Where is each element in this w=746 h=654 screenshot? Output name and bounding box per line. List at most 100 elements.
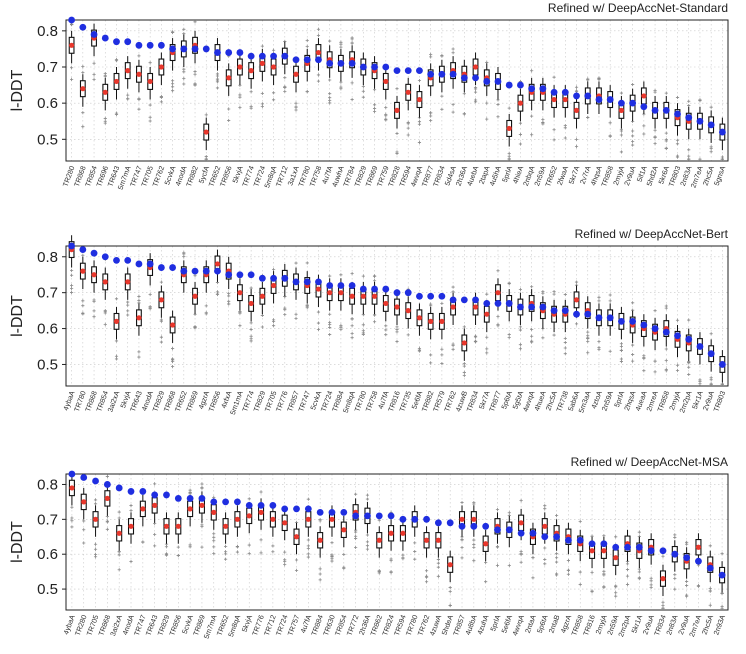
outlier-mark bbox=[586, 351, 590, 355]
refined-point bbox=[541, 533, 549, 541]
outlier-mark bbox=[586, 330, 590, 334]
median-point bbox=[450, 304, 456, 310]
y-tick-label: 0.5 bbox=[37, 356, 58, 373]
outlier-mark bbox=[294, 312, 298, 316]
outlier-mark bbox=[372, 320, 377, 324]
outlier-mark bbox=[170, 82, 175, 86]
outlier-mark bbox=[249, 104, 253, 109]
median-point bbox=[435, 537, 441, 543]
outlier-mark bbox=[316, 73, 321, 77]
outlier-mark bbox=[148, 103, 152, 107]
outlier-mark bbox=[283, 550, 287, 554]
median-point bbox=[423, 537, 430, 543]
outlier-mark bbox=[608, 299, 612, 303]
outlier-mark bbox=[406, 133, 410, 137]
outlier-mark bbox=[597, 76, 601, 80]
outlier-mark bbox=[462, 370, 466, 375]
median-point bbox=[248, 300, 254, 307]
outlier-mark bbox=[70, 268, 74, 273]
outlier-mark bbox=[653, 128, 657, 132]
outlier-mark bbox=[339, 42, 343, 46]
outlier-mark bbox=[82, 528, 86, 532]
outlier-mark bbox=[709, 105, 713, 109]
refined-point bbox=[517, 529, 525, 537]
outlier-mark bbox=[597, 299, 601, 303]
outlier-mark bbox=[188, 488, 192, 492]
refined-point bbox=[565, 536, 572, 544]
outlier-mark bbox=[649, 576, 653, 580]
outlier-mark bbox=[81, 111, 85, 115]
refined-point bbox=[438, 70, 446, 78]
outlier-mark bbox=[664, 306, 668, 310]
outlier-mark bbox=[305, 261, 309, 265]
outlier-mark bbox=[597, 340, 601, 344]
outlier-mark bbox=[126, 97, 130, 101]
outlier-mark bbox=[182, 251, 186, 255]
outlier-mark bbox=[361, 85, 365, 89]
outlier-mark bbox=[664, 347, 668, 351]
outlier-mark bbox=[406, 126, 410, 130]
median-point bbox=[327, 290, 333, 296]
outlier-mark bbox=[81, 253, 85, 257]
outlier-mark bbox=[238, 105, 242, 110]
median-point bbox=[383, 300, 389, 307]
outlier-mark bbox=[619, 342, 624, 346]
outlier-mark bbox=[81, 311, 85, 315]
outlier-mark bbox=[543, 562, 547, 566]
outlier-mark bbox=[472, 542, 476, 547]
outlier-mark bbox=[507, 332, 511, 337]
outlier-mark bbox=[554, 513, 559, 518]
outlier-mark bbox=[642, 354, 646, 358]
outlier-mark bbox=[372, 106, 377, 111]
outlier-mark bbox=[137, 97, 141, 102]
chart-panel-1: Refined w/ DeepAccNet-Standard l-DDT 0.5 0.… bbox=[9, 1, 729, 191]
outlier-mark bbox=[696, 584, 701, 588]
refined-point bbox=[127, 488, 135, 495]
outlier-mark bbox=[377, 569, 381, 573]
refined-point bbox=[257, 501, 265, 509]
outlier-mark bbox=[720, 157, 724, 161]
outlier-mark bbox=[271, 544, 275, 548]
outlier-mark bbox=[259, 538, 263, 542]
outlier-mark bbox=[554, 560, 559, 564]
refined-point bbox=[438, 292, 446, 300]
refined-point bbox=[191, 267, 199, 275]
outlier-mark bbox=[687, 148, 691, 152]
outlier-mark bbox=[552, 333, 556, 337]
outlier-mark bbox=[543, 557, 547, 562]
refined-point bbox=[270, 274, 277, 282]
outlier-mark bbox=[631, 129, 635, 133]
median-point bbox=[695, 544, 702, 550]
outlier-mark bbox=[631, 143, 635, 147]
outlier-mark bbox=[328, 332, 332, 337]
chart-title: Refined w/ DeepAccNet-Bert bbox=[575, 227, 729, 241]
median-point bbox=[601, 548, 607, 554]
median-point bbox=[214, 261, 221, 267]
refined-point bbox=[371, 285, 378, 293]
outlier-mark bbox=[708, 586, 712, 590]
outlier-mark bbox=[137, 350, 141, 354]
outlier-mark bbox=[574, 280, 579, 284]
outlier-mark bbox=[328, 98, 332, 103]
outlier-mark bbox=[631, 343, 635, 347]
outlier-mark bbox=[70, 290, 74, 295]
refined-point bbox=[157, 264, 165, 271]
outlier-mark bbox=[238, 310, 242, 314]
refined-point bbox=[337, 282, 345, 289]
refined-point bbox=[411, 515, 419, 523]
outlier-mark bbox=[675, 95, 680, 100]
median-point bbox=[102, 279, 108, 285]
outlier-mark bbox=[519, 549, 523, 553]
outlier-mark bbox=[170, 79, 175, 83]
outlier-mark bbox=[114, 357, 119, 361]
outlier-mark bbox=[720, 382, 724, 386]
outlier-mark bbox=[330, 559, 334, 563]
outlier-mark bbox=[530, 114, 534, 118]
outlier-mark bbox=[664, 146, 668, 151]
outlier-mark bbox=[413, 549, 417, 554]
refined-point bbox=[528, 303, 536, 311]
outlier-mark bbox=[223, 557, 228, 561]
outlier-mark bbox=[223, 552, 228, 556]
refined-point bbox=[359, 63, 367, 71]
outlier-mark bbox=[653, 370, 657, 374]
